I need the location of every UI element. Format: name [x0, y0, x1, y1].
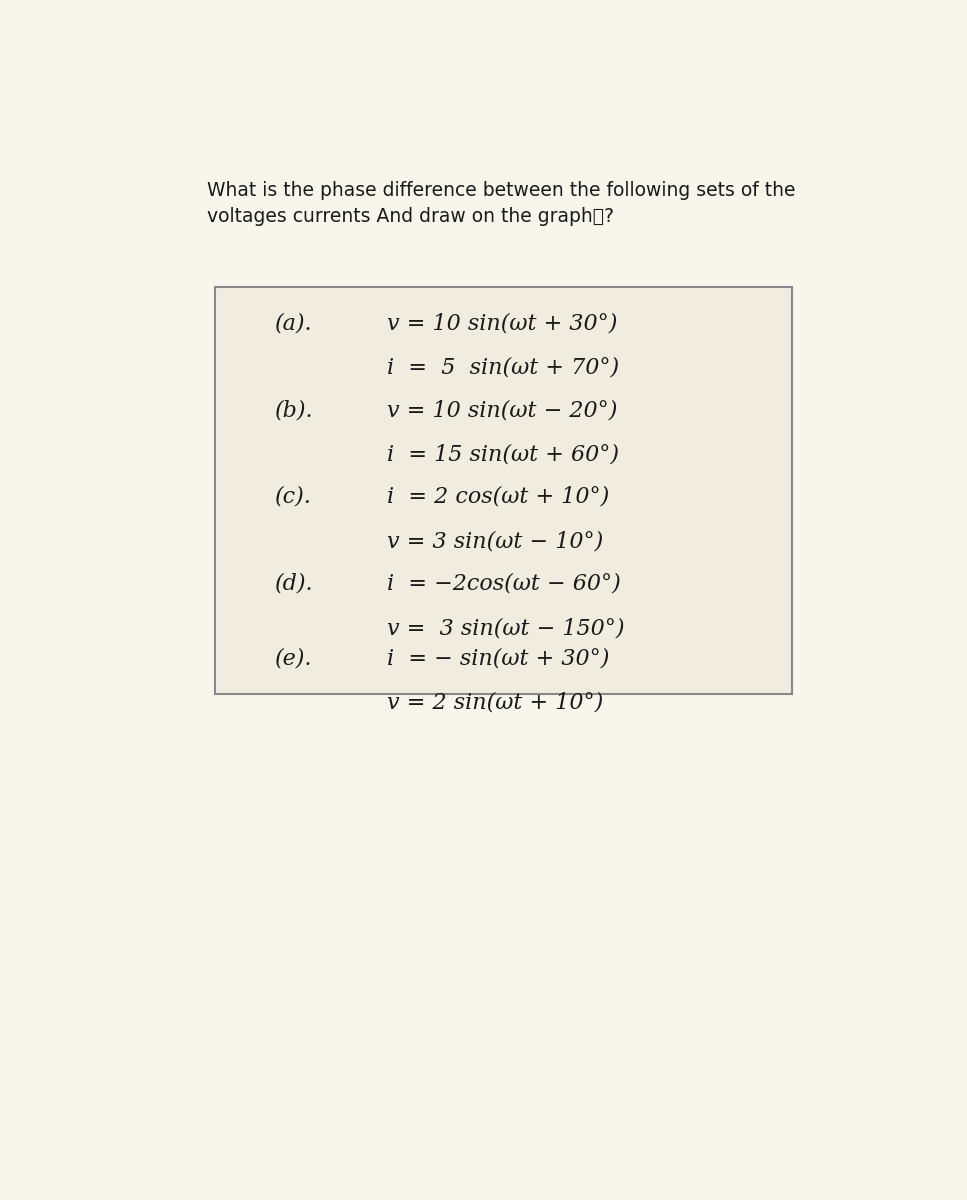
Text: (d).: (d). [275, 572, 313, 595]
Text: i  =  5  sin(ωt + 70°): i = 5 sin(ωt + 70°) [387, 356, 619, 378]
Text: What is the phase difference between the following sets of the: What is the phase difference between the… [207, 181, 796, 200]
Text: v = 10 sin(ωt − 20°): v = 10 sin(ωt − 20°) [387, 400, 617, 421]
Text: v =  3 sin(ωt − 150°): v = 3 sin(ωt − 150°) [387, 617, 625, 640]
Text: i  = 15 sin(ωt + 60°): i = 15 sin(ωt + 60°) [387, 443, 619, 466]
Text: i  = − sin(ωt + 30°): i = − sin(ωt + 30°) [387, 648, 609, 670]
Text: v = 3 sin(ωt − 10°): v = 3 sin(ωt − 10°) [387, 530, 603, 552]
Text: i  = 2 cos(ωt + 10°): i = 2 cos(ωt + 10°) [387, 486, 609, 508]
Text: (c).: (c). [275, 486, 311, 508]
Text: (e).: (e). [275, 648, 312, 670]
Text: v = 2 sin(ωt + 10°): v = 2 sin(ωt + 10°) [387, 692, 603, 714]
Text: i  = −2cos(ωt − 60°): i = −2cos(ωt − 60°) [387, 572, 621, 595]
Text: v = 10 sin(ωt + 30°): v = 10 sin(ωt + 30°) [387, 312, 617, 334]
FancyBboxPatch shape [215, 287, 792, 694]
Text: (a).: (a). [275, 312, 312, 334]
Text: voltages currents And draw on the graph⏐?: voltages currents And draw on the graph⏐… [207, 206, 614, 226]
Text: (b).: (b). [275, 400, 313, 421]
